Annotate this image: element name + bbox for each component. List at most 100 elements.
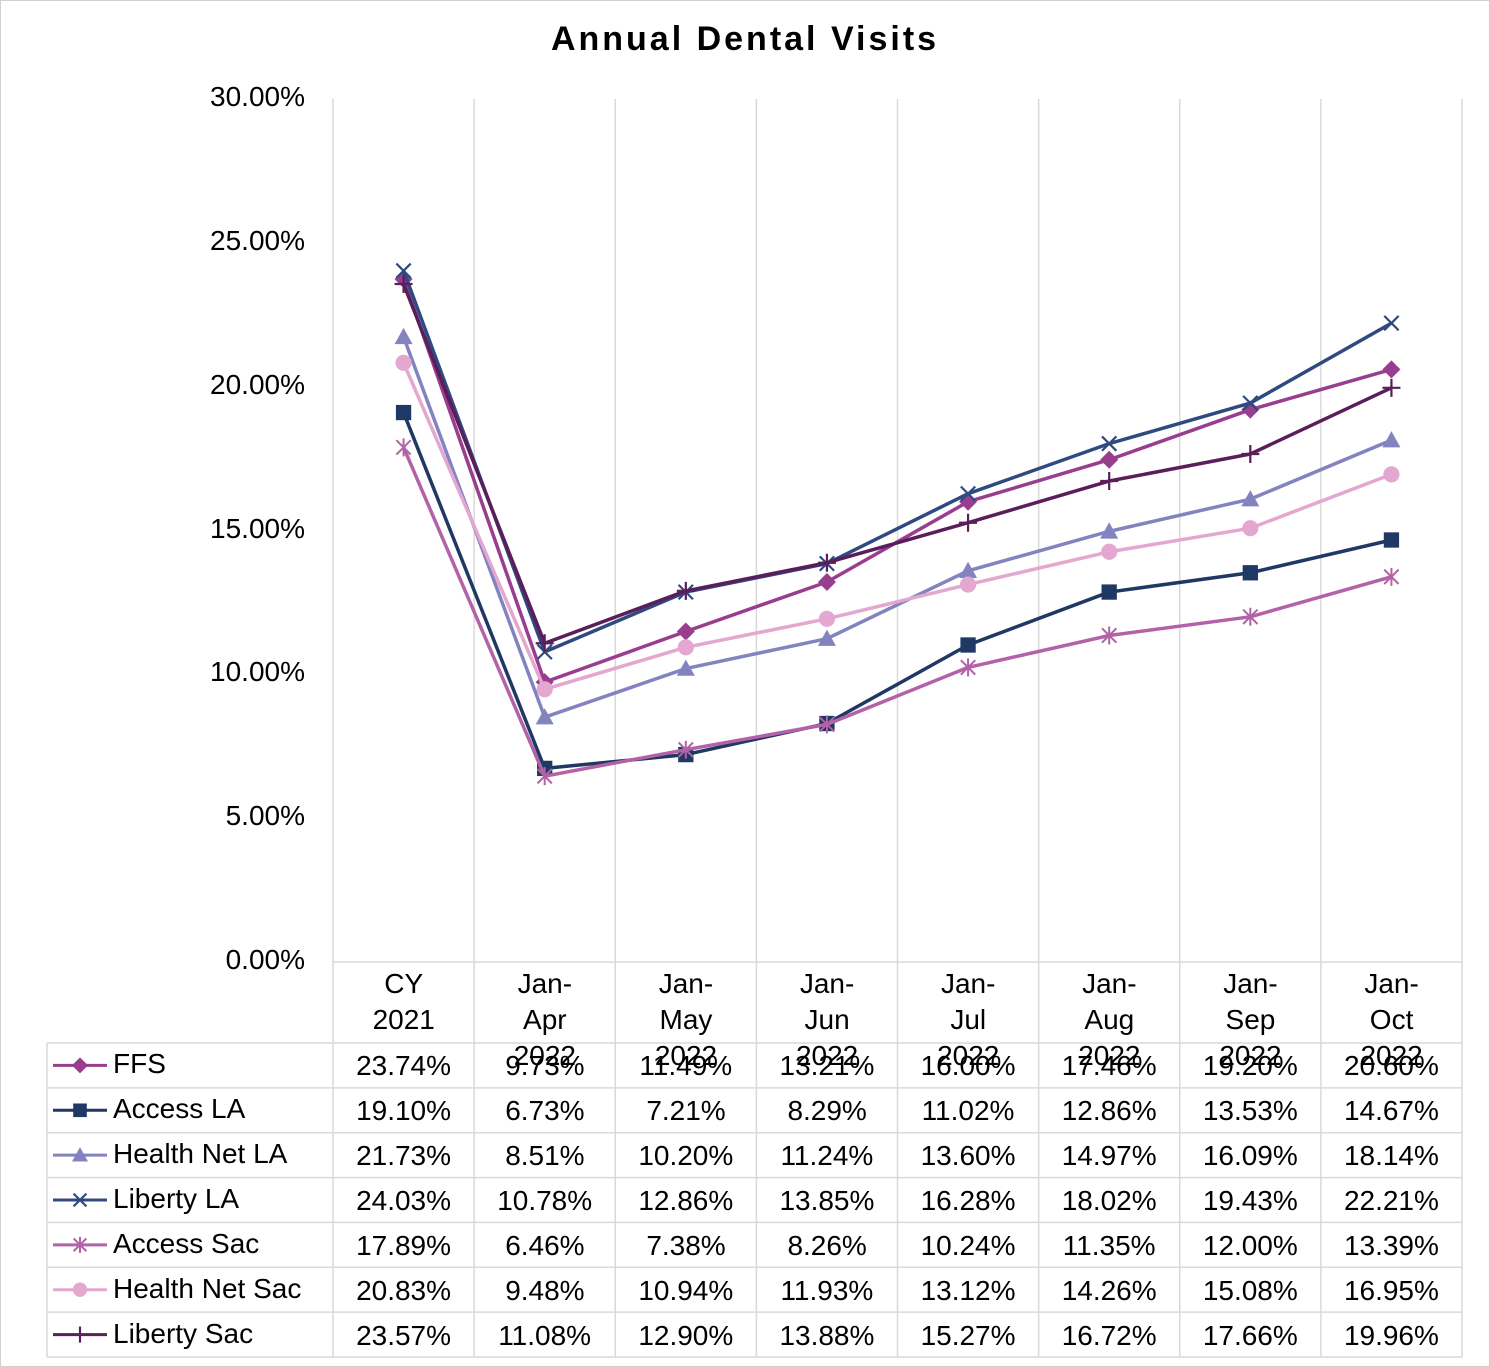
- marker: [1383, 567, 1400, 586]
- table-cell: 13.85%: [779, 1185, 875, 1216]
- table-cell: 10.20%: [638, 1140, 734, 1172]
- marker: [818, 610, 836, 627]
- table-cell: 7.38%: [646, 1229, 726, 1261]
- table-cell: 10.24%: [920, 1229, 1016, 1261]
- marker: [1101, 626, 1118, 645]
- marker: [1383, 315, 1400, 332]
- table-cell: 16.95%: [1343, 1274, 1439, 1306]
- legend-label: Access LA: [113, 1093, 246, 1125]
- marker: [676, 622, 695, 641]
- y-tick-label: 25.00%: [210, 224, 305, 256]
- marker: [72, 1147, 88, 1162]
- y-tick-label: 0.00%: [225, 944, 305, 975]
- table-cell: 6.73%: [505, 1095, 585, 1127]
- series-line: [401, 446, 1392, 778]
- table-cell: 11.08%: [498, 1319, 592, 1351]
- table-cell: 17.89%: [356, 1229, 452, 1261]
- marker: [1101, 584, 1117, 600]
- y-tick-label: 15.00%: [210, 512, 305, 544]
- table-cell: 11.24%: [780, 1140, 874, 1172]
- table-cell: 23.57%: [356, 1319, 452, 1351]
- series-line: [401, 283, 1393, 646]
- table-cell: 16.09%: [1202, 1140, 1298, 1172]
- table-cell: 16.72%: [1061, 1319, 1157, 1351]
- table-cell: 10.78%: [497, 1185, 593, 1216]
- table-cell: 12.90%: [638, 1319, 734, 1351]
- table-cell: 14.67%: [1343, 1095, 1439, 1127]
- table-cell: 19.43%: [1202, 1185, 1298, 1216]
- legend-label: Health Net Sac: [113, 1272, 302, 1304]
- table-cell: 19.20%: [1202, 1050, 1298, 1082]
- legend-label: FFS: [113, 1048, 166, 1080]
- marker: [676, 659, 695, 676]
- marker: [1101, 543, 1118, 560]
- marker: [395, 262, 412, 279]
- marker: [536, 681, 553, 698]
- marker: [72, 1282, 88, 1297]
- marker: [535, 708, 554, 725]
- chart-title: Annual Dental Visits: [550, 20, 940, 58]
- table-cell: 13.21%: [779, 1050, 875, 1082]
- marker: [395, 438, 412, 457]
- table-cell: 19.96%: [1343, 1319, 1439, 1351]
- table-cell: 15.08%: [1202, 1274, 1298, 1306]
- table-cell: 9.73%: [505, 1050, 585, 1082]
- x-tick-label: Jan-Apr 2022: [513, 968, 576, 1071]
- table-cell: 20.60%: [1343, 1050, 1439, 1082]
- series-line: [401, 336, 1393, 719]
- marker: [394, 327, 413, 345]
- table-cell: 18.02%: [1061, 1185, 1157, 1216]
- table-cell: 12.00%: [1202, 1229, 1298, 1261]
- y-tick-label: 10.00%: [210, 656, 305, 688]
- y-tick-label: 5.00%: [225, 800, 305, 832]
- table-cell: 10.94%: [638, 1274, 734, 1306]
- marker: [960, 637, 976, 653]
- marker: [1382, 378, 1401, 397]
- legend-label: Access Sac: [113, 1227, 260, 1259]
- marker: [959, 576, 977, 593]
- table-cell: 15.27%: [920, 1319, 1016, 1351]
- marker: [1383, 532, 1400, 548]
- table-cell: 13.60%: [920, 1140, 1016, 1172]
- table-cell: 14.97%: [1061, 1140, 1157, 1172]
- marker: [535, 634, 554, 653]
- x-tick-label: Jan-May 2022: [654, 968, 718, 1071]
- marker: [959, 561, 978, 578]
- table-cell: 8.51%: [505, 1140, 585, 1172]
- table-cell: 11.35%: [1062, 1229, 1156, 1261]
- marker: [817, 629, 836, 646]
- table-cell: 16.28%: [920, 1185, 1016, 1216]
- series-line: [401, 411, 1392, 771]
- marker: [960, 658, 976, 677]
- marker: [1242, 607, 1259, 626]
- table-cell: 14.26%: [1061, 1274, 1157, 1306]
- table-cell: 13.88%: [779, 1319, 875, 1351]
- marker: [677, 639, 694, 656]
- marker: [1100, 450, 1119, 469]
- x-tick-label: Jan-Jun 2022: [795, 968, 859, 1071]
- table-cell: 11.02%: [921, 1095, 1015, 1127]
- table-cell: 24.03%: [356, 1185, 452, 1216]
- marker: [72, 1192, 88, 1208]
- marker: [72, 1236, 88, 1253]
- table-cell: 13.39%: [1343, 1229, 1439, 1261]
- legend-label: Liberty LA: [113, 1183, 240, 1214]
- table-cell: 13.12%: [920, 1274, 1016, 1306]
- table-cell: 23.74%: [356, 1050, 452, 1082]
- marker: [819, 715, 835, 734]
- legend-label: Health Net LA: [113, 1138, 288, 1170]
- table-cell: 12.86%: [1061, 1095, 1157, 1127]
- marker: [1382, 431, 1401, 448]
- table-cell: 8.26%: [787, 1229, 867, 1261]
- marker: [817, 572, 836, 591]
- table-cell: 11.49%: [639, 1050, 733, 1082]
- marker: [394, 274, 413, 293]
- marker: [395, 404, 412, 421]
- marker: [1101, 435, 1118, 452]
- marker: [73, 1103, 87, 1118]
- marker: [960, 485, 977, 502]
- marker: [72, 1057, 88, 1074]
- table-cell: 11.93%: [780, 1274, 874, 1306]
- marker: [395, 354, 412, 371]
